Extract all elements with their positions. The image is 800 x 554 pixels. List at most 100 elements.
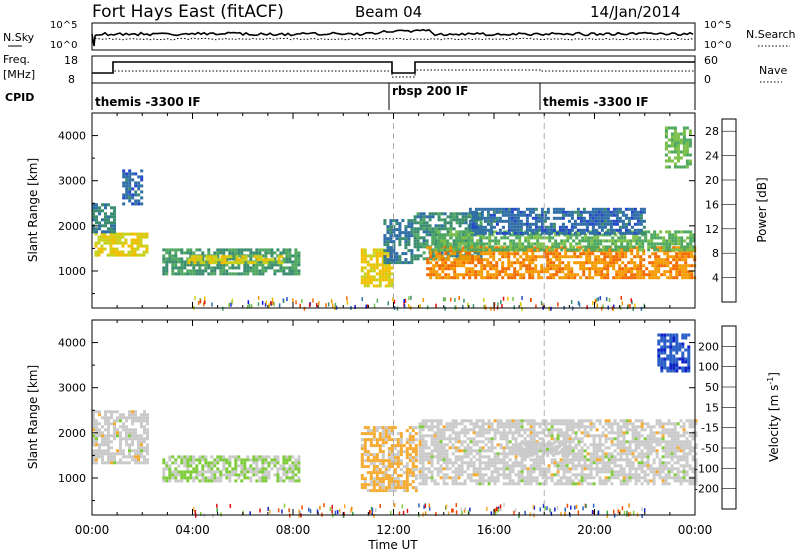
power-echo-cell — [471, 228, 475, 232]
power-echo-cell — [438, 264, 442, 268]
velocity-echo-cell — [297, 455, 301, 459]
velocity-echo-cell — [128, 416, 131, 420]
power-echo-cell — [620, 245, 624, 249]
velocity-echo-cell — [475, 425, 479, 429]
power-echo-cell — [273, 251, 277, 255]
velocity-echo-cell — [475, 449, 479, 453]
velocity-echo-cell — [502, 431, 506, 435]
velocity-echo-cell — [499, 461, 503, 465]
velocity-echo-cell — [264, 473, 268, 477]
power-echo-cell — [558, 210, 562, 214]
power-echo-cell — [666, 261, 670, 265]
power-echo-cell — [458, 224, 462, 228]
velocity-echo-cell — [387, 474, 391, 478]
velocity-echo-cell — [511, 482, 515, 486]
velocity-echo-cell — [390, 486, 394, 490]
power-echo-cell — [381, 275, 385, 279]
velocity-echo-cell — [92, 443, 95, 447]
velocity-echo-cell — [448, 425, 452, 429]
power-echo-cell — [630, 213, 634, 217]
velocity-echo-cell — [427, 458, 431, 462]
velocity-echo-cell — [180, 470, 184, 474]
velocity-echo-cell — [526, 434, 530, 438]
power-echo-cell — [360, 248, 364, 252]
velocity-echo-cell — [288, 464, 292, 468]
power-echo-cell — [682, 144, 686, 148]
power-echo-cell — [121, 235, 125, 239]
velocity-echo-cell — [454, 431, 458, 435]
nave-trace — [92, 69, 695, 78]
power-echo-cell — [537, 213, 541, 217]
velocity-echo-cell — [493, 431, 497, 435]
velocity-echo-cell — [583, 419, 587, 423]
velocity-echo-cell — [451, 422, 455, 426]
velocity-echo-cell — [553, 428, 557, 432]
velocity-echo-cell — [107, 431, 110, 435]
power-echo-cell — [546, 258, 550, 262]
velocity-echo-cell — [231, 473, 235, 477]
power-echo-cell — [504, 255, 508, 259]
velocity-echo-cell — [405, 474, 409, 478]
velocity-echo-cell — [454, 449, 458, 453]
velocity-echo-cell — [387, 456, 391, 460]
velocity-echo-cell — [192, 461, 196, 465]
power-echo-cell — [386, 258, 390, 262]
velocity-echo-cell — [113, 452, 116, 456]
velocity-echo-cell — [541, 467, 545, 471]
velocity-echo-cell — [571, 461, 575, 465]
velocity-echo-cell — [408, 432, 412, 436]
velocity-echo-cell — [408, 474, 412, 478]
velocity-echo-cell — [128, 449, 131, 453]
velocity-echo-cell — [481, 461, 485, 465]
velocity-echo-cell — [207, 464, 211, 468]
velocity-echo-cell — [628, 449, 632, 453]
velocity-echo-cell — [445, 473, 449, 477]
power-echo-cell — [627, 267, 631, 271]
velocity-echo-cell — [137, 449, 140, 453]
velocity-echo-cell — [493, 458, 497, 462]
power-echo-cell — [639, 219, 643, 223]
power-echo-cell — [104, 203, 107, 207]
velocity-echo-cell — [213, 476, 217, 480]
velocity-echo-cell — [613, 455, 617, 459]
power-echo-cell — [630, 231, 634, 235]
power-echo-cell — [183, 251, 187, 255]
power-echo-cell — [369, 281, 373, 285]
velocity-echo-cell — [439, 437, 443, 441]
velocity-echo-cell — [183, 470, 187, 474]
velocity-echo-cell — [436, 455, 440, 459]
velocity-echo-cell — [619, 467, 623, 471]
velocity-echo-cell — [613, 437, 617, 441]
power-echo-cell — [676, 165, 680, 169]
power-echo-cell — [615, 222, 619, 226]
velocity-echo-cell — [532, 476, 536, 480]
power-echo-cell — [446, 221, 450, 225]
power-echo-cell — [461, 212, 465, 216]
velocity-echo-cell — [427, 455, 431, 459]
velocity-echo-cell — [469, 473, 473, 477]
velocity-echo-cell — [276, 455, 280, 459]
power-echo-cell — [477, 225, 481, 229]
velocity-echo-cell — [375, 456, 379, 460]
power-echo-cell — [528, 225, 532, 229]
velocity-echo-cell — [291, 461, 295, 465]
power-echo-cell — [546, 225, 550, 229]
power-echo-cell — [434, 227, 438, 231]
velocity-echo-cell — [514, 449, 518, 453]
velocity-echo-cell — [430, 449, 434, 453]
velocity-echo-cell — [616, 458, 620, 462]
power-echo-cell — [591, 216, 595, 220]
velocity-echo-cell — [396, 486, 400, 490]
velocity-echo-cell — [131, 449, 134, 453]
power-echo-cell — [546, 207, 550, 211]
velocity-echo-cell — [390, 453, 394, 457]
velocity-echo-cell — [439, 449, 443, 453]
velocity-echo-cell — [143, 419, 146, 423]
velocity-echo-cell — [631, 422, 635, 426]
power-speckle — [270, 301, 272, 305]
power-echo-cell — [474, 216, 478, 220]
velocity-echo-cell — [592, 437, 596, 441]
velocity-echo-cell — [104, 449, 107, 453]
power-echo-cell — [531, 216, 535, 220]
power-echo-cell — [392, 228, 396, 232]
